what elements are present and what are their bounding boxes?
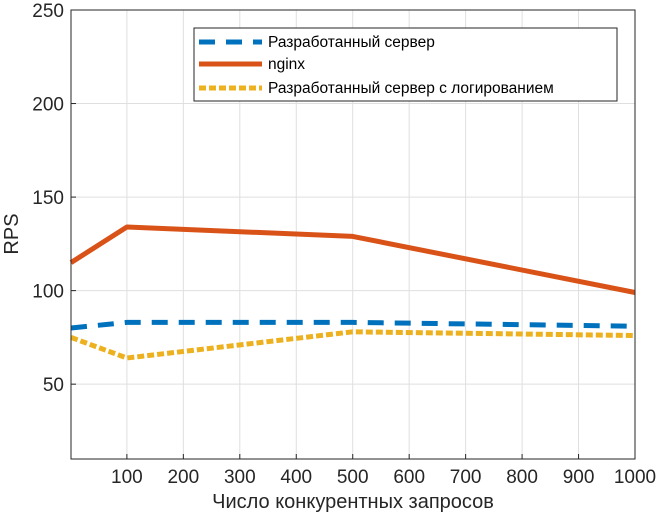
x-tick-label: 400: [280, 467, 312, 488]
legend-label: Разработанный сервер с логированием: [268, 80, 554, 97]
y-tick-label: 150: [32, 188, 64, 209]
x-tick-label: 600: [393, 467, 425, 488]
legend-label: Разработанный сервер: [268, 34, 435, 51]
x-tick-label: 500: [337, 467, 369, 488]
x-tick-label: 300: [224, 467, 256, 488]
series-line-3: [70, 329, 636, 361]
x-tick-label: 700: [450, 467, 482, 488]
x-tick-label: 900: [563, 467, 595, 488]
x-axis-label: Число конкурентных запросов: [212, 491, 494, 513]
legend: Разработанный сервер nginx Разработанный с…: [193, 27, 618, 102]
x-tick-label: 200: [167, 467, 199, 488]
x-tick-label: 800: [506, 467, 538, 488]
tick-labels: 100 200 300 400 500 600 700 800 900 1000 50 100 150 2…: [32, 1, 656, 488]
y-tick-label: 250: [32, 1, 64, 22]
y-tick-label: 50: [43, 375, 64, 396]
series-layer: [69, 224, 636, 361]
series-line-2: [69, 224, 636, 295]
legend-box: [193, 27, 618, 102]
series-line-1: [70, 319, 636, 331]
legend-label: nginx: [268, 56, 305, 73]
y-axis-label: RPS: [1, 213, 23, 254]
x-tick-label: 100: [111, 467, 143, 488]
y-tick-label: 200: [32, 95, 64, 116]
x-tick-label: 1000: [614, 467, 656, 488]
y-tick-label: 100: [32, 282, 64, 303]
